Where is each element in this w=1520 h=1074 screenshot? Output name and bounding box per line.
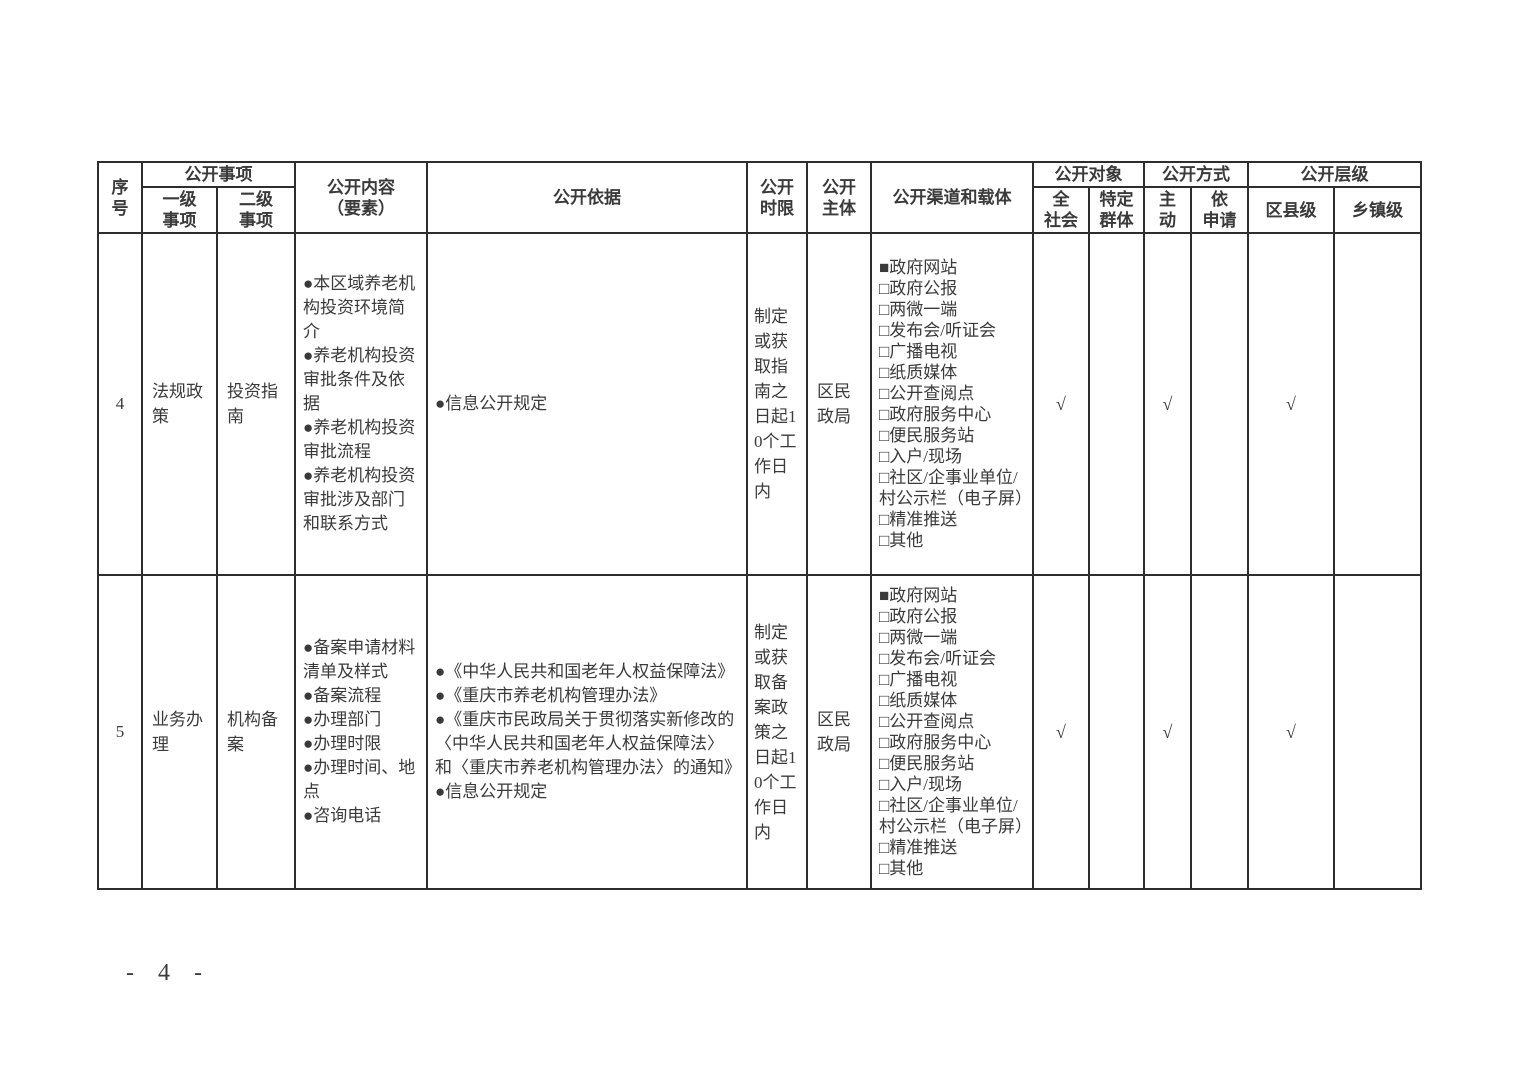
col-header-specific-group: 特定 群体 [1088, 186, 1145, 234]
channel-item: □发布会/听证会 [879, 321, 996, 340]
channel-item: □广播电视 [879, 670, 958, 689]
col-header-subject: 公开 主体 [806, 161, 872, 234]
channel-item: □纸质媒体 [879, 363, 958, 382]
channel-item: □其他 [879, 531, 924, 550]
cell-township-level-check [1333, 232, 1422, 576]
col-header-district-level: 区县级 [1247, 186, 1335, 234]
bullet-item: ●办理部门 [303, 710, 382, 729]
col-header-proactive: 主 动 [1143, 186, 1192, 234]
cell-whole-society-check: √ [1032, 574, 1090, 890]
bullet-item: ●信息公开规定 [435, 782, 548, 801]
channel-item: □政府服务中心 [879, 733, 992, 752]
channel-item: □政府服务中心 [879, 405, 992, 424]
cell-channels: ■政府网站 □政府公报 □两微一端 □发布会/听证会 □广播电视 □纸质媒体 □公开查阅点 □… [870, 232, 1034, 576]
channel-item: □两微一端 [879, 300, 958, 319]
cell-time-limit: 制定或获取备案政策之日起10个工作日内 [746, 574, 808, 890]
cell-level2-item: 投资指南 [216, 232, 296, 576]
channel-item: □政府公报 [879, 607, 958, 626]
cell-level2-item: 机构备案 [216, 574, 296, 890]
col-group-disclosure-items: 公开事项 [141, 161, 296, 188]
channel-item: ■政府网站 [879, 586, 958, 605]
cell-district-level-check: √ [1247, 232, 1335, 576]
col-header-level2-item: 二级 事项 [216, 186, 296, 234]
channel-item: □政府公报 [879, 279, 958, 298]
bullet-item: ●办理时间、地点 [303, 758, 416, 801]
bullet-item: ●养老机构投资审批涉及部门和联系方式 [303, 466, 416, 533]
col-header-content: 公开内容 （要素） [294, 161, 428, 234]
cell-on-request-check [1190, 574, 1249, 890]
bullet-item: ●咨询电话 [303, 806, 382, 825]
cell-channels: ■政府网站 □政府公报 □两微一端 □发布会/听证会 □广播电视 □纸质媒体 □公开查阅点 □… [870, 574, 1034, 890]
disclosure-catalog-table: 序 号 公开事项 公开内容 （要素） 公开依据 公开 时限 公开 主体 公开渠道… [97, 161, 1422, 890]
channel-item: □其他 [879, 859, 924, 878]
cell-subject: 区民政局 [806, 232, 872, 576]
channel-item: □精准推送 [879, 838, 958, 857]
header-row-subcolumns: 一级 事项 二级 事项 全 社会 特定 群体 主 动 依 申请 区县级 乡镇级 [98, 186, 1422, 234]
cell-proactive-check: √ [1143, 574, 1192, 890]
cell-level1-item: 法规政策 [141, 232, 218, 576]
cell-subject: 区民政局 [806, 574, 872, 890]
cell-basis: ●信息公开规定 [426, 232, 748, 576]
cell-whole-society-check: √ [1032, 232, 1090, 576]
channel-item: ■政府网站 [879, 258, 958, 277]
col-header-level1-item: 一级 事项 [141, 186, 218, 234]
col-group-audience: 公开对象 [1032, 161, 1145, 188]
cell-district-level-check: √ [1247, 574, 1335, 890]
cell-serial: 4 [97, 232, 143, 576]
cell-basis: ●《中华人民共和国老年人权益保障法》 ●《重庆市养老机构管理办法》 ●《重庆市民政局… [426, 574, 748, 890]
bullet-item: ●《中华人民共和国老年人权益保障法》 [435, 662, 735, 681]
cell-serial: 5 [97, 574, 143, 890]
bullet-item: ●办理时限 [303, 734, 382, 753]
channel-item: □社区/企事业单位/村公示栏（电子屏） [879, 796, 1032, 836]
col-group-level: 公开层级 [1247, 161, 1422, 188]
header-row-groups: 序 号 公开事项 公开内容 （要素） 公开依据 公开 时限 公开 主体 公开渠道… [97, 161, 1422, 234]
channel-item: □公开查阅点 [879, 712, 975, 731]
cell-level1-item: 业务办理 [141, 574, 218, 890]
bullet-item: ●信息公开规定 [435, 394, 548, 413]
channel-item: □入户/现场 [879, 775, 962, 794]
cell-content: ●本区域养老机构投资环境简介 ●养老机构投资审批条件及依据 ●养老机构投资审批流程 ●… [294, 232, 428, 576]
table-row: 5 业务办理 机构备案 ●备案申请材料清单及样式 ●备案流程 ●办理部门 ●办理时限 ●… [97, 574, 1422, 890]
col-group-method: 公开方式 [1143, 161, 1249, 188]
table-row: 4 法规政策 投资指南 ●本区域养老机构投资环境简介 ●养老机构投资审批条件及依据… [97, 232, 1422, 576]
bullet-item: ●备案流程 [303, 686, 382, 705]
cell-specific-group-check [1088, 574, 1145, 890]
col-header-whole-society: 全 社会 [1032, 186, 1090, 234]
channel-item: □发布会/听证会 [879, 649, 996, 668]
cell-specific-group-check [1088, 232, 1145, 576]
channel-item: □广播电视 [879, 342, 958, 361]
cell-content: ●备案申请材料清单及样式 ●备案流程 ●办理部门 ●办理时限 ●办理时间、地点 ●咨询电话 [294, 574, 428, 890]
channel-item: □两微一端 [879, 628, 958, 647]
cell-on-request-check [1190, 232, 1249, 576]
channel-item: □入户/现场 [879, 447, 962, 466]
channel-item: □便民服务站 [879, 426, 975, 445]
col-header-township-level: 乡镇级 [1333, 186, 1422, 234]
col-header-channels: 公开渠道和载体 [870, 161, 1034, 234]
bullet-item: ●备案申请材料清单及样式 [303, 638, 416, 681]
cell-time-limit: 制定或获取指南之日起10个工作日内 [746, 232, 808, 576]
page-number: - 4 - [126, 960, 211, 986]
cell-township-level-check [1333, 574, 1422, 890]
channel-item: □便民服务站 [879, 754, 975, 773]
col-header-on-request: 依 申请 [1190, 186, 1249, 234]
bullet-item: ●本区域养老机构投资环境简介 [303, 274, 416, 341]
channel-item: □社区/企事业单位/村公示栏（电子屏） [879, 468, 1032, 508]
col-header-time-limit: 公开 时限 [746, 161, 808, 234]
channel-item: □精准推送 [879, 510, 958, 529]
bullet-item: ●养老机构投资审批条件及依据 [303, 346, 416, 413]
bullet-item: ●养老机构投资审批流程 [303, 418, 416, 461]
col-header-basis: 公开依据 [426, 161, 748, 234]
bullet-item: ●《重庆市民政局关于贯彻落实新修改的〈中华人民共和国老年人权益保障法〉和〈重庆市… [435, 710, 741, 777]
col-header-serial: 序 号 [97, 161, 143, 234]
channel-item: □纸质媒体 [879, 691, 958, 710]
cell-proactive-check: √ [1143, 232, 1192, 576]
channel-item: □公开查阅点 [879, 384, 975, 403]
bullet-item: ●《重庆市养老机构管理办法》 [435, 686, 667, 705]
